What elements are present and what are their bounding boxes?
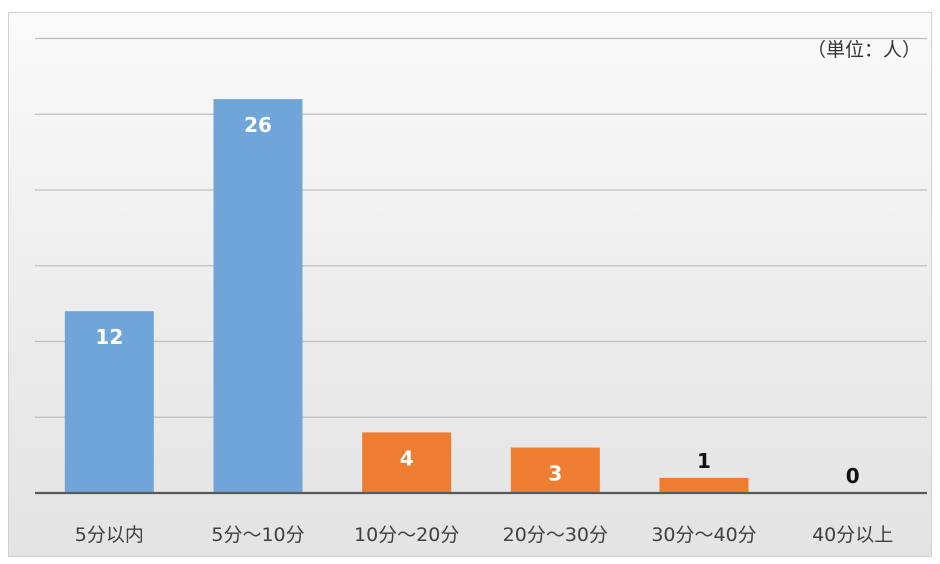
- x-tick-label: 20分～30分: [503, 524, 608, 546]
- x-tick-label: 40分以上: [812, 524, 893, 546]
- x-tick-label: 10分～20分: [354, 524, 459, 546]
- bar: [213, 99, 303, 493]
- data-label: 1: [697, 449, 711, 473]
- x-tick-label: 5分以内: [75, 524, 144, 546]
- chart-area: （単位：人） 12 26 4 3 1 0 5分以内 5分～10分 10分～20分 20分～30分 3…: [8, 12, 932, 557]
- data-label: 26: [244, 113, 272, 137]
- bar: [64, 311, 154, 493]
- bar: [510, 447, 600, 493]
- bar-chart: 12 26 4 3 1 0 5分以内 5分～10分 10分～20分 20分～30分 30分～40分 4…: [35, 37, 927, 546]
- data-label: 0: [846, 464, 860, 488]
- unit-label: （単位：人）: [806, 39, 921, 61]
- bar: [659, 477, 749, 493]
- x-tick-label: 30分～40分: [651, 524, 756, 546]
- data-label: 12: [95, 325, 123, 349]
- bar: [362, 432, 452, 493]
- data-label: 4: [400, 446, 414, 470]
- data-label: 3: [548, 462, 562, 486]
- x-tick-label: 5分～10分: [211, 524, 304, 546]
